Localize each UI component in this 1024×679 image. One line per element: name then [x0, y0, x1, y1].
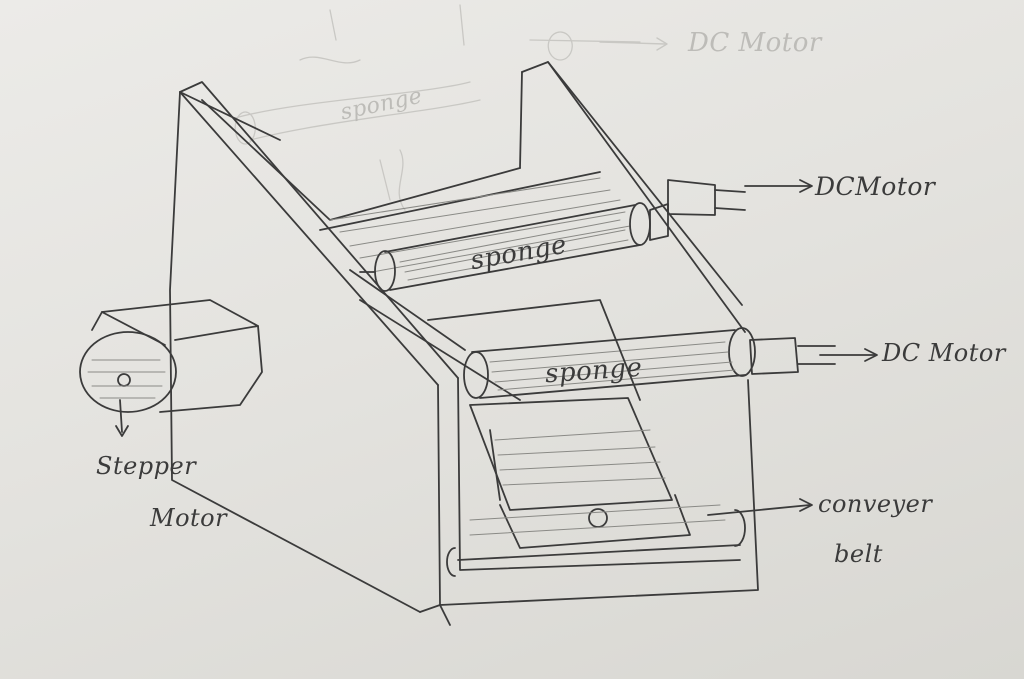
- erased-sketch-traces: [234, 4, 641, 211]
- bottom-dc-motor: [749, 337, 878, 375]
- upper-tray-shading: [329, 177, 631, 273]
- label-conveyer-belt-line1: conveyer: [818, 490, 933, 518]
- label-stepper-motor-line1: Stepper: [96, 452, 197, 480]
- ghost-motor-arrow: [599, 37, 668, 51]
- label-dc-motor-ghost: DC Motor: [688, 28, 822, 58]
- label-conveyer-belt-line2: belt: [834, 540, 883, 568]
- stepper-motor: [79, 299, 263, 437]
- front-opening: [437, 379, 759, 606]
- label-stepper-motor-line2: Motor: [150, 504, 228, 532]
- frame-right-panel: [521, 61, 746, 333]
- frame-left-panel: [169, 91, 421, 613]
- label-dc-motor-top: DCMotor: [815, 172, 936, 201]
- top-dc-motor: [649, 179, 813, 241]
- conveyer-belt-assembly: [427, 299, 813, 577]
- label-dc-motor-bottom: DC Motor: [882, 339, 1006, 367]
- top-sponge-roller: [359, 202, 651, 292]
- bottom-sponge-roller: [463, 327, 756, 399]
- stand-frame: [169, 61, 759, 626]
